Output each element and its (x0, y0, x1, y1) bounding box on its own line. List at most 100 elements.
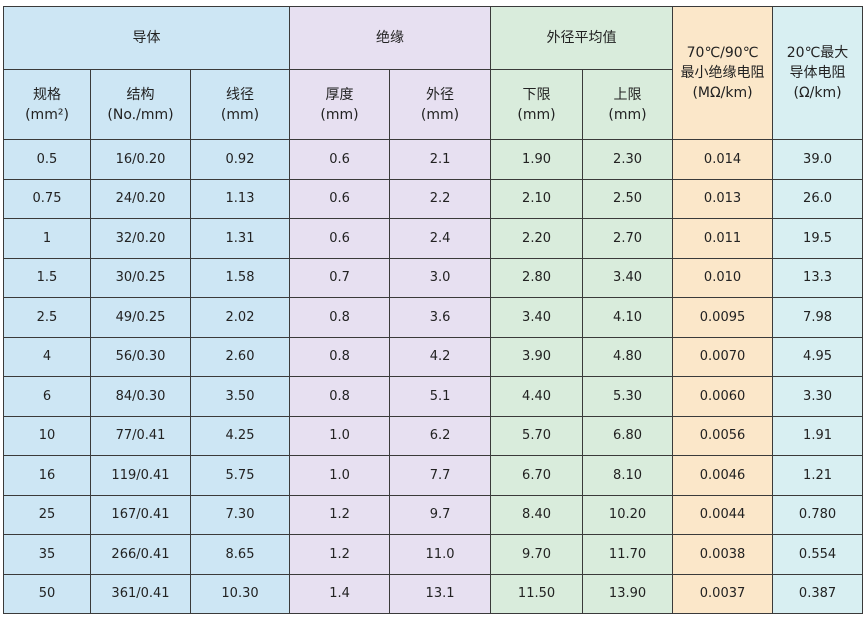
cell-upper-limit: 2.70 (582, 218, 674, 259)
cell-spec: 16 (3, 455, 91, 496)
cell-lower-limit: 2.20 (490, 218, 584, 259)
header-line: 20℃最大 (786, 45, 849, 61)
cell-lower-limit: 2.10 (490, 178, 584, 219)
cell-lower-limit: 6.70 (490, 455, 584, 496)
cell-structure: 16/0.20 (90, 139, 191, 180)
cell-wire-diameter: 1.31 (189, 218, 291, 259)
cell-spec: 35 (3, 534, 91, 575)
cell-lower-limit: 9.70 (490, 534, 584, 575)
cell-thickness: 1.2 (289, 494, 391, 535)
table-row: 0.5 16/0.20 0.92 0.6 2.1 1.90 2.30 0.014 39.0 (3, 139, 864, 180)
cell-thickness: 1.0 (289, 415, 391, 456)
cell-lower-limit: 8.40 (490, 494, 584, 535)
cell-spec: 6 (3, 376, 91, 417)
cell-wire-diameter: 2.60 (189, 336, 291, 377)
table-row: 6 84/0.30 3.50 0.8 5.1 4.40 5.30 0.0060 3.30 (3, 376, 864, 417)
header-line: (mm) (608, 106, 647, 123)
cable-spec-table-container: 导体 绝缘 外径平均值 70℃/90℃ 最小绝缘电阻 (MΩ/km) 20℃最大… (2, 6, 864, 614)
cell-structure: 77/0.41 (90, 415, 191, 456)
cell-insulation-od: 2.1 (389, 139, 492, 180)
header-lower-limit: 下限 (mm) (490, 69, 584, 140)
header-line: 线径 (226, 86, 255, 103)
cell-wire-diameter: 1.13 (189, 178, 291, 219)
table-row: 0.75 24/0.20 1.13 0.6 2.2 2.10 2.50 0.013 26.0 (3, 178, 864, 219)
cell-upper-limit: 13.90 (582, 573, 674, 614)
header-line: 规格 (33, 86, 61, 103)
header-line: (mm) (320, 106, 359, 123)
cell-thickness: 0.8 (289, 336, 391, 377)
cell-structure: 30/0.25 (90, 257, 191, 298)
header-line: 最小绝缘电阻 (680, 65, 765, 81)
cell-insulation-resistance: 0.011 (672, 218, 774, 259)
cell-conductor-resistance: 4.95 (772, 336, 864, 377)
header-upper-limit: 上限 (mm) (582, 69, 674, 140)
cell-upper-limit: 11.70 (582, 534, 674, 575)
cell-wire-diameter: 10.30 (189, 573, 291, 614)
cell-upper-limit: 5.30 (582, 376, 674, 417)
cell-spec: 25 (3, 494, 91, 535)
header-line: (mm) (517, 106, 556, 123)
cell-insulation-resistance: 0.0060 (672, 376, 774, 417)
cell-insulation-od: 2.2 (389, 178, 492, 219)
cell-upper-limit: 4.10 (582, 297, 674, 338)
cell-spec: 0.75 (3, 178, 91, 219)
cell-spec: 4 (3, 336, 91, 377)
header-spec: 规格 (mm²) (3, 69, 91, 140)
cell-spec: 2.5 (3, 297, 91, 338)
header-line: 上限 (613, 86, 642, 103)
cell-lower-limit: 5.70 (490, 415, 584, 456)
header-line: 下限 (522, 86, 551, 103)
header-line: (mm²) (25, 106, 69, 123)
header-line: (mm) (220, 106, 260, 123)
table-row: 50 361/0.41 10.30 1.4 13.1 11.50 13.90 0.0037 0.… (3, 573, 864, 614)
cell-insulation-resistance: 0.013 (672, 178, 774, 219)
header-line: (MΩ/km) (692, 85, 753, 101)
cell-insulation-resistance: 0.0044 (672, 494, 774, 535)
header-line: 外径 (426, 86, 455, 103)
cell-thickness: 0.8 (289, 297, 391, 338)
cell-thickness: 0.8 (289, 376, 391, 417)
cell-lower-limit: 11.50 (490, 573, 584, 614)
cell-wire-diameter: 2.02 (189, 297, 291, 338)
table-row: 4 56/0.30 2.60 0.8 4.2 3.90 4.80 0.0070 4.95 (3, 336, 864, 377)
cell-insulation-od: 3.0 (389, 257, 492, 298)
cell-insulation-resistance: 0.0056 (672, 415, 774, 456)
cell-insulation-resistance: 0.0038 (672, 534, 774, 575)
header-wire-diameter: 线径 (mm) (189, 69, 291, 140)
cell-lower-limit: 4.40 (490, 376, 584, 417)
cell-conductor-resistance: 3.30 (772, 376, 864, 417)
cell-conductor-resistance: 1.91 (772, 415, 864, 456)
cell-structure: 119/0.41 (90, 455, 191, 496)
header-outer-diameter-average: 外径平均值 (490, 6, 674, 70)
header-conductor: 导体 (2, 6, 291, 70)
cell-insulation-resistance: 0.0070 (672, 336, 774, 377)
cell-lower-limit: 3.90 (490, 336, 584, 377)
header-line: 厚度 (325, 86, 354, 103)
cell-thickness: 0.6 (289, 139, 391, 180)
cell-upper-limit: 6.80 (582, 415, 674, 456)
cell-thickness: 0.6 (289, 178, 391, 219)
cell-insulation-od: 3.6 (389, 297, 492, 338)
cell-lower-limit: 3.40 (490, 297, 584, 338)
cell-thickness: 1.0 (289, 455, 391, 496)
table-row: 35 266/0.41 8.65 1.2 11.0 9.70 11.70 0.0038 0.55… (3, 534, 864, 575)
cell-conductor-resistance: 26.0 (772, 178, 864, 219)
header-line: (Ω/km) (793, 85, 842, 101)
cell-conductor-resistance: 0.554 (772, 534, 864, 575)
cell-wire-diameter: 0.92 (189, 139, 291, 180)
table-row: 1.5 30/0.25 1.58 0.7 3.0 2.80 3.40 0.010 13.3 (3, 257, 864, 298)
cell-spec: 50 (3, 573, 91, 614)
table-row: 2.5 49/0.25 2.02 0.8 3.6 3.40 4.10 0.0095 7.98 (3, 297, 864, 338)
cell-thickness: 1.4 (289, 573, 391, 614)
cell-conductor-resistance: 0.387 (772, 573, 864, 614)
header-thickness: 厚度 (mm) (289, 69, 391, 140)
cell-structure: 266/0.41 (90, 534, 191, 575)
cell-upper-limit: 3.40 (582, 257, 674, 298)
cell-wire-diameter: 3.50 (189, 376, 291, 417)
cell-lower-limit: 2.80 (490, 257, 584, 298)
cell-insulation-od: 2.4 (389, 218, 492, 259)
cell-spec: 0.5 (3, 139, 91, 180)
cell-structure: 32/0.20 (90, 218, 191, 259)
cell-upper-limit: 8.10 (582, 455, 674, 496)
header-line: 导体电阻 (789, 65, 846, 81)
